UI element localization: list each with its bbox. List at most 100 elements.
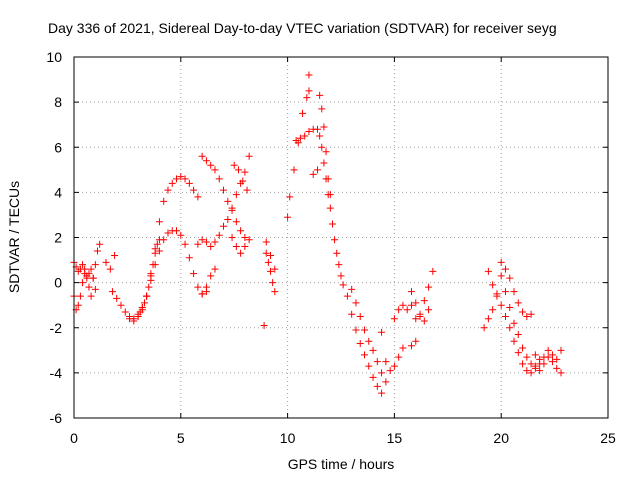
- data-point: [164, 186, 172, 194]
- data-point: [267, 267, 275, 275]
- data-point: [395, 353, 403, 361]
- data-point: [356, 340, 364, 348]
- data-point: [318, 105, 326, 113]
- data-point: [202, 238, 210, 246]
- data-point: [140, 299, 148, 307]
- series-arc-v: [407, 288, 433, 325]
- data-point: [269, 279, 277, 287]
- data-point: [185, 179, 193, 187]
- data-point: [305, 127, 313, 135]
- data-point: [147, 272, 155, 280]
- data-point: [484, 267, 492, 275]
- data-point: [540, 353, 548, 361]
- data-point: [121, 308, 129, 316]
- data-point: [267, 252, 275, 260]
- data-point: [173, 227, 181, 235]
- series-arc-n: [284, 87, 313, 221]
- data-point: [395, 306, 403, 314]
- data-point: [407, 301, 415, 309]
- data-point: [352, 299, 360, 307]
- data-point: [412, 299, 420, 307]
- data-point: [506, 274, 514, 282]
- data-point: [241, 168, 249, 176]
- data-point: [497, 258, 505, 266]
- data-point: [96, 240, 104, 248]
- data-point: [514, 349, 522, 357]
- data-point: [85, 270, 93, 278]
- data-point: [557, 369, 565, 377]
- data-point: [553, 364, 561, 372]
- series-arc-i: [198, 265, 219, 298]
- data-point: [416, 312, 424, 320]
- axis-ticks: [73, 56, 609, 419]
- data-point: [202, 157, 210, 165]
- data-point: [489, 281, 497, 289]
- data-point: [523, 353, 531, 361]
- data-point: [339, 281, 347, 289]
- data-point: [369, 373, 377, 381]
- data-point: [407, 288, 415, 296]
- data-point: [412, 315, 420, 323]
- series-arc-x: [484, 267, 544, 377]
- data-point: [316, 132, 324, 140]
- data-point: [480, 324, 488, 332]
- data-point: [181, 240, 189, 248]
- data-point: [224, 215, 232, 223]
- data-point: [117, 301, 125, 309]
- y-tick-labels: -6 -4 -2 0 2 4 6 8 10: [46, 49, 62, 426]
- series-arc-l: [260, 238, 279, 329]
- data-point: [81, 265, 89, 273]
- data-point: [181, 175, 189, 183]
- data-point: [365, 337, 373, 345]
- series-arc-s: [378, 328, 407, 375]
- data-point: [262, 238, 270, 246]
- data-point: [305, 71, 313, 79]
- data-point: [271, 288, 279, 296]
- data-point: [143, 292, 151, 300]
- data-point: [160, 197, 168, 205]
- data-point: [519, 360, 527, 368]
- data-point: [145, 283, 153, 291]
- data-point: [425, 306, 433, 314]
- series-arc-r: [348, 285, 390, 386]
- data-point: [173, 175, 181, 183]
- data-point: [501, 265, 509, 273]
- data-point: [309, 170, 317, 178]
- data-point: [290, 166, 298, 174]
- data-point: [111, 252, 119, 260]
- data-point: [324, 175, 332, 183]
- series-arc-z: [531, 346, 565, 368]
- data-point: [301, 132, 309, 140]
- data-point: [399, 301, 407, 309]
- data-point: [113, 294, 121, 302]
- data-point: [314, 166, 322, 174]
- data-point: [126, 315, 134, 323]
- data-point: [177, 173, 185, 181]
- data-point: [501, 312, 509, 320]
- y-axis-label: SDTVAR / TECUs: [6, 181, 22, 293]
- y-tick-label: 10: [46, 49, 62, 65]
- data-point: [198, 152, 206, 160]
- data-point: [544, 346, 552, 354]
- data-point: [153, 240, 161, 248]
- data-point: [245, 152, 253, 160]
- data-point: [519, 308, 527, 316]
- data-point: [420, 317, 428, 325]
- series-arc-y: [497, 258, 535, 320]
- data-point: [484, 315, 492, 323]
- data-point: [531, 362, 539, 370]
- series-arc-f: [134, 236, 163, 318]
- data-point: [373, 358, 381, 366]
- data-point: [241, 234, 249, 241]
- series-arc-k: [230, 161, 251, 194]
- data-point: [194, 283, 202, 291]
- x-tick-label: 5: [177, 430, 185, 446]
- data-point: [373, 382, 381, 390]
- data-point: [510, 337, 518, 345]
- data-point: [318, 143, 326, 151]
- data-point: [262, 249, 270, 257]
- data-point: [241, 243, 249, 251]
- series-arc-j: [228, 234, 253, 257]
- data-point: [260, 321, 268, 329]
